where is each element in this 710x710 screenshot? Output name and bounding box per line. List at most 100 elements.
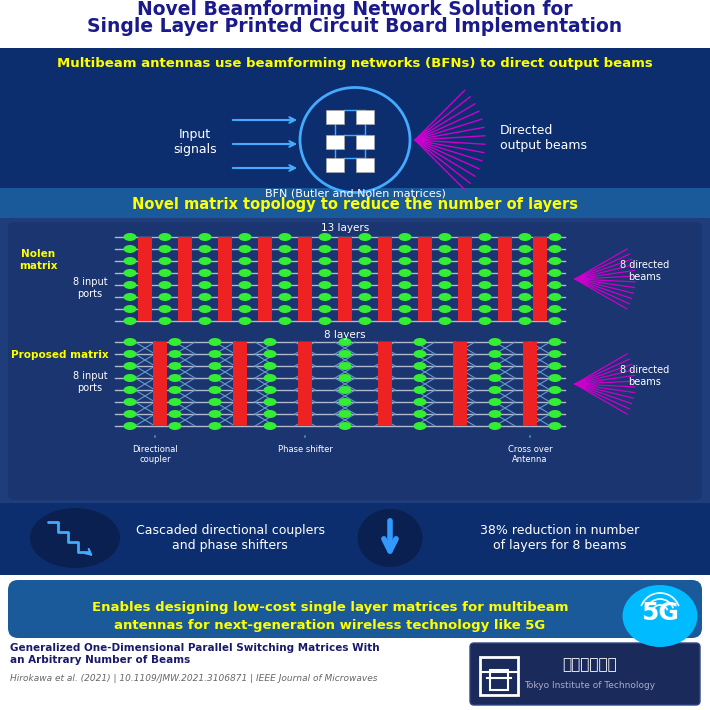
Ellipse shape [239, 257, 251, 265]
Bar [378, 273, 392, 285]
Ellipse shape [319, 317, 332, 325]
Bar [258, 285, 272, 297]
Ellipse shape [278, 269, 292, 277]
Ellipse shape [209, 398, 222, 406]
Ellipse shape [158, 305, 172, 313]
Ellipse shape [300, 87, 410, 192]
Text: Nolen
matrix: Nolen matrix [18, 249, 58, 271]
Bar [0, 188, 710, 220]
Ellipse shape [239, 245, 251, 253]
Bar [138, 273, 152, 285]
Ellipse shape [209, 386, 222, 394]
Ellipse shape [518, 293, 532, 301]
Ellipse shape [339, 422, 351, 430]
Ellipse shape [124, 350, 136, 358]
Ellipse shape [124, 374, 136, 382]
Bar [218, 297, 232, 309]
Bar [338, 261, 352, 273]
Bar [498, 285, 512, 297]
Bar [338, 237, 352, 249]
Bar [453, 354, 467, 366]
Ellipse shape [124, 257, 136, 265]
Bar [258, 273, 272, 285]
Bar [498, 249, 512, 261]
Ellipse shape [439, 305, 452, 313]
Bar [523, 414, 537, 426]
Ellipse shape [439, 245, 452, 253]
Text: 8 layers: 8 layers [324, 330, 366, 340]
Bar [153, 414, 167, 426]
Ellipse shape [199, 317, 212, 325]
Ellipse shape [339, 350, 351, 358]
Bar [453, 366, 467, 378]
Bar [533, 297, 547, 309]
Ellipse shape [398, 281, 412, 289]
Ellipse shape [319, 305, 332, 313]
Bar [356, 135, 374, 149]
Bar [458, 297, 472, 309]
Ellipse shape [398, 233, 412, 241]
Ellipse shape [278, 257, 292, 265]
Bar [298, 273, 312, 285]
Text: 13 layers: 13 layers [321, 223, 369, 233]
Bar [533, 249, 547, 261]
Bar [258, 261, 272, 273]
Bar [378, 414, 392, 426]
Ellipse shape [549, 305, 562, 313]
Text: Cascaded directional couplers
and phase shifters: Cascaded directional couplers and phase … [136, 524, 324, 552]
Ellipse shape [413, 374, 427, 382]
Ellipse shape [518, 317, 532, 325]
Text: 8 input
ports: 8 input ports [72, 277, 107, 299]
Bar [138, 297, 152, 309]
Bar [453, 390, 467, 402]
Ellipse shape [623, 585, 697, 647]
Bar [233, 342, 247, 354]
Text: 東京工業大学: 東京工業大学 [562, 657, 618, 672]
Bar [480, 657, 518, 695]
Bar [523, 342, 537, 354]
Ellipse shape [518, 269, 532, 277]
Bar [153, 366, 167, 378]
Ellipse shape [359, 257, 371, 265]
Ellipse shape [413, 422, 427, 430]
Text: Single Layer Printed Circuit Board Implementation: Single Layer Printed Circuit Board Imple… [87, 17, 623, 36]
Bar [298, 366, 312, 378]
Ellipse shape [124, 293, 136, 301]
Ellipse shape [359, 281, 371, 289]
Ellipse shape [413, 338, 427, 346]
Ellipse shape [263, 374, 276, 382]
Ellipse shape [359, 293, 371, 301]
Bar [0, 78, 710, 190]
Bar [523, 402, 537, 414]
Bar [153, 342, 167, 354]
Ellipse shape [358, 509, 422, 567]
Ellipse shape [124, 386, 136, 394]
Ellipse shape [413, 410, 427, 418]
Ellipse shape [339, 386, 351, 394]
Ellipse shape [518, 281, 532, 289]
Text: Tokyo Institute of Technology: Tokyo Institute of Technology [525, 682, 655, 691]
Ellipse shape [124, 281, 136, 289]
Ellipse shape [158, 269, 172, 277]
Ellipse shape [124, 233, 136, 241]
Ellipse shape [479, 233, 491, 241]
Ellipse shape [413, 350, 427, 358]
Ellipse shape [479, 317, 491, 325]
Ellipse shape [549, 281, 562, 289]
Ellipse shape [413, 398, 427, 406]
Bar [498, 297, 512, 309]
Ellipse shape [439, 281, 452, 289]
Ellipse shape [549, 350, 562, 358]
Ellipse shape [209, 410, 222, 418]
Ellipse shape [359, 269, 371, 277]
Bar [418, 297, 432, 309]
Ellipse shape [439, 293, 452, 301]
Ellipse shape [319, 245, 332, 253]
Bar [378, 402, 392, 414]
Bar [138, 261, 152, 273]
Text: 8 directed
beams: 8 directed beams [621, 365, 670, 387]
Ellipse shape [239, 317, 251, 325]
Bar [298, 237, 312, 249]
Bar [418, 261, 432, 273]
Ellipse shape [239, 293, 251, 301]
